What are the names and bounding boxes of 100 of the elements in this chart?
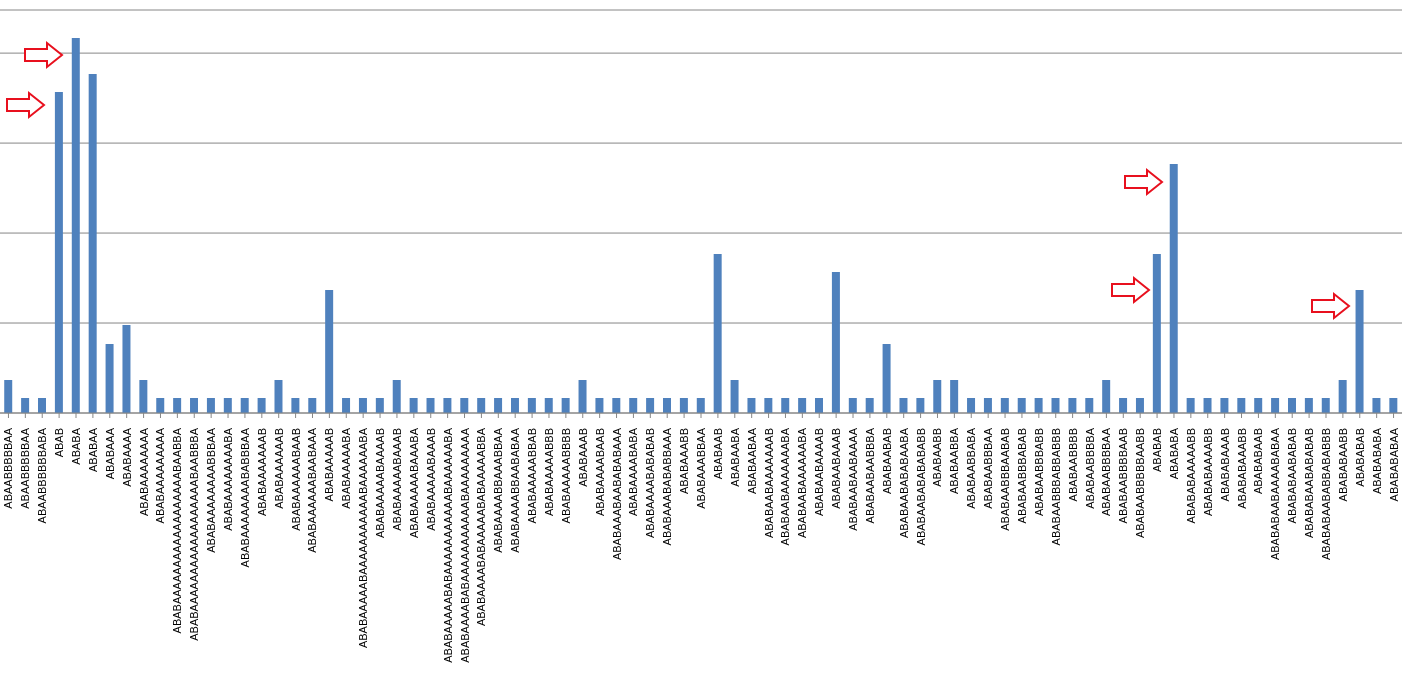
x-tick-label: ABABABAB <box>1353 428 1366 487</box>
x-tick-label: ABABAABAAAAAABA <box>796 427 809 539</box>
x-tick-label: ABABAAAAAAAABBBAA <box>205 427 218 553</box>
x-tick-label: ABABAB <box>1151 428 1164 473</box>
bar <box>1102 380 1111 413</box>
bar <box>443 398 452 413</box>
bar <box>983 398 992 413</box>
bar <box>54 92 63 413</box>
bar <box>1355 290 1364 413</box>
bar <box>1287 398 1296 413</box>
x-tick-label: ABABAABAAAAAAAB <box>762 428 775 539</box>
x-tick-label: ABABAABABABAABA <box>897 427 910 539</box>
bar <box>510 398 519 413</box>
bar <box>291 398 300 413</box>
x-tick-label: ABABAABBABA <box>965 427 978 509</box>
x-tick-label: ABABAABBBB <box>1066 428 1079 502</box>
x-tick-label: ABABAAAAABAAAAAAAAAAABAAAAAABA <box>357 427 370 649</box>
bar <box>1000 398 1009 413</box>
x-tick-label: ABABAAB <box>711 428 724 480</box>
bar <box>916 398 925 413</box>
bar <box>173 398 182 413</box>
bar <box>747 398 756 413</box>
bar <box>1135 398 1144 413</box>
x-tick-label: ABABABAAABB <box>1235 428 1248 509</box>
x-tick-label: ABABAAAABAAB <box>593 428 606 517</box>
bar <box>375 398 384 413</box>
x-tick-label: ABABABABAA <box>1387 427 1400 502</box>
x-tick-label: ABAABBBBBBABA <box>36 427 49 524</box>
bar <box>1169 164 1178 413</box>
x-tick-label: ABABABAAAABB <box>1201 428 1214 517</box>
bar <box>612 398 621 413</box>
x-tick-label: ABABABAAAB <box>1218 428 1231 502</box>
x-tick-label: ABABAABB <box>931 428 944 487</box>
bar <box>1338 380 1347 413</box>
bar <box>1304 398 1313 413</box>
bar <box>1271 398 1280 413</box>
x-tick-label: ABABAAAAAAB <box>272 428 285 509</box>
x-tick-label: ABABABAAB <box>1252 428 1265 495</box>
x-tick-label: ABABABAAAAABB <box>1184 428 1197 524</box>
bar <box>815 398 824 413</box>
bar <box>426 398 435 413</box>
x-tick-label: ABABAABBBBBAABB <box>1134 428 1147 539</box>
x-tick-label: ABABAAAAAAAA <box>137 427 150 517</box>
bar <box>1186 398 1195 413</box>
x-tick-label: ABABAAAAABAAAB <box>390 428 403 531</box>
bar <box>730 380 739 413</box>
x-tick-label: ABABAAAA <box>120 427 133 487</box>
x-tick-label: ABABABAABABAB <box>1286 428 1299 524</box>
bar <box>662 398 671 413</box>
x-tick-label: ABAB <box>53 428 66 458</box>
bar <box>223 398 232 413</box>
bar <box>1034 398 1043 413</box>
x-tick-label: ABABAAAAAAAABA <box>222 427 235 531</box>
bar <box>781 398 790 413</box>
bar <box>646 398 655 413</box>
x-tick-label: ABABABAABABBABABBB <box>1319 428 1332 561</box>
x-tick-label: ABABAAAABABAAAAABABAAAAABBA <box>475 427 488 627</box>
x-tick-label: ABABAABBBBAA <box>1100 427 1113 517</box>
x-tick-label: ABABAABABABABABB <box>914 428 927 546</box>
bar <box>1237 398 1246 413</box>
bar <box>21 398 30 413</box>
bar <box>494 398 503 413</box>
x-tick-label: ABAABBBBBAA <box>2 427 15 509</box>
bar <box>122 324 131 413</box>
bar <box>88 74 97 413</box>
bar <box>409 398 418 413</box>
x-tick-label: ABABAAAAAAAAAAAAAAAAAABAABBA <box>171 427 184 634</box>
bar <box>629 398 638 413</box>
x-tick-label: ABABAAAABBAABABAA <box>509 427 522 553</box>
x-tick-label: ABABAAAAABAAAAB <box>374 428 387 539</box>
x-tick-label: ABABAABAABAAAA <box>847 427 860 531</box>
bar <box>342 398 351 413</box>
x-tick-label: ABABAABBBBA <box>1083 427 1096 509</box>
bar <box>679 398 688 413</box>
x-tick-label: ABABAAAAABA <box>340 427 353 509</box>
bar <box>595 398 604 413</box>
bar <box>882 344 891 413</box>
x-tick-label: ABABABAABABABAB <box>1303 428 1316 539</box>
x-tick-label: ABABAAAAABABAAAAAAAAAAABAAAAAABA <box>441 427 454 663</box>
bar <box>392 380 401 413</box>
bar <box>1068 398 1077 413</box>
bar <box>578 380 587 413</box>
x-tick-label: ABABAABBBAABAB <box>999 428 1012 531</box>
bar <box>274 380 283 413</box>
x-tick-label: ABABAAAAAAAAA <box>154 427 167 524</box>
x-tick-label: ABABAAABABABBAAA <box>661 427 674 546</box>
x-tick-label: ABABAABBBAA <box>982 427 995 509</box>
x-tick-label: ABABAAAAABBB <box>542 428 555 517</box>
x-tick-label: ABABABA <box>1167 427 1180 480</box>
bar <box>1389 398 1398 413</box>
x-tick-label: ABABAABAB <box>880 428 893 495</box>
bar <box>1203 398 1212 413</box>
x-tick-label: ABABAABBBABAB <box>1015 428 1028 524</box>
x-tick-label: ABABAAAAAAAB <box>255 428 268 517</box>
bar <box>967 398 976 413</box>
x-tick-label: ABABAAAAAABAAB <box>289 428 302 531</box>
bar <box>4 380 13 413</box>
bar <box>696 398 705 413</box>
x-tick-label: ABABAAAAAABAABAAA <box>306 427 319 553</box>
bar <box>139 380 148 413</box>
